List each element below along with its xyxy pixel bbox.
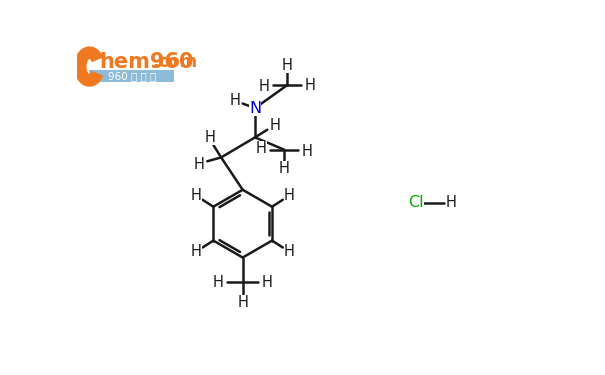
Text: H: H xyxy=(212,274,223,290)
Text: Cl: Cl xyxy=(408,195,423,210)
Text: H: H xyxy=(282,57,293,72)
Bar xyxy=(90,70,174,82)
Text: H: H xyxy=(259,79,270,94)
Text: H: H xyxy=(262,274,273,290)
Text: H: H xyxy=(284,244,295,259)
Text: hem960: hem960 xyxy=(99,52,194,72)
Text: 960 化 工 网: 960 化 工 网 xyxy=(108,71,156,81)
Text: H: H xyxy=(237,295,248,310)
Text: H: H xyxy=(302,144,313,159)
Text: H: H xyxy=(305,78,316,93)
Text: H: H xyxy=(270,118,281,133)
Text: H: H xyxy=(279,162,290,177)
Text: H: H xyxy=(229,93,240,108)
Text: .com: .com xyxy=(152,53,197,71)
Text: N: N xyxy=(249,100,261,116)
Text: H: H xyxy=(191,188,202,203)
Text: H: H xyxy=(194,157,204,172)
Text: H: H xyxy=(446,195,457,210)
Text: H: H xyxy=(191,244,202,259)
Text: H: H xyxy=(205,130,216,145)
Text: H: H xyxy=(284,188,295,203)
Text: H: H xyxy=(256,141,267,156)
